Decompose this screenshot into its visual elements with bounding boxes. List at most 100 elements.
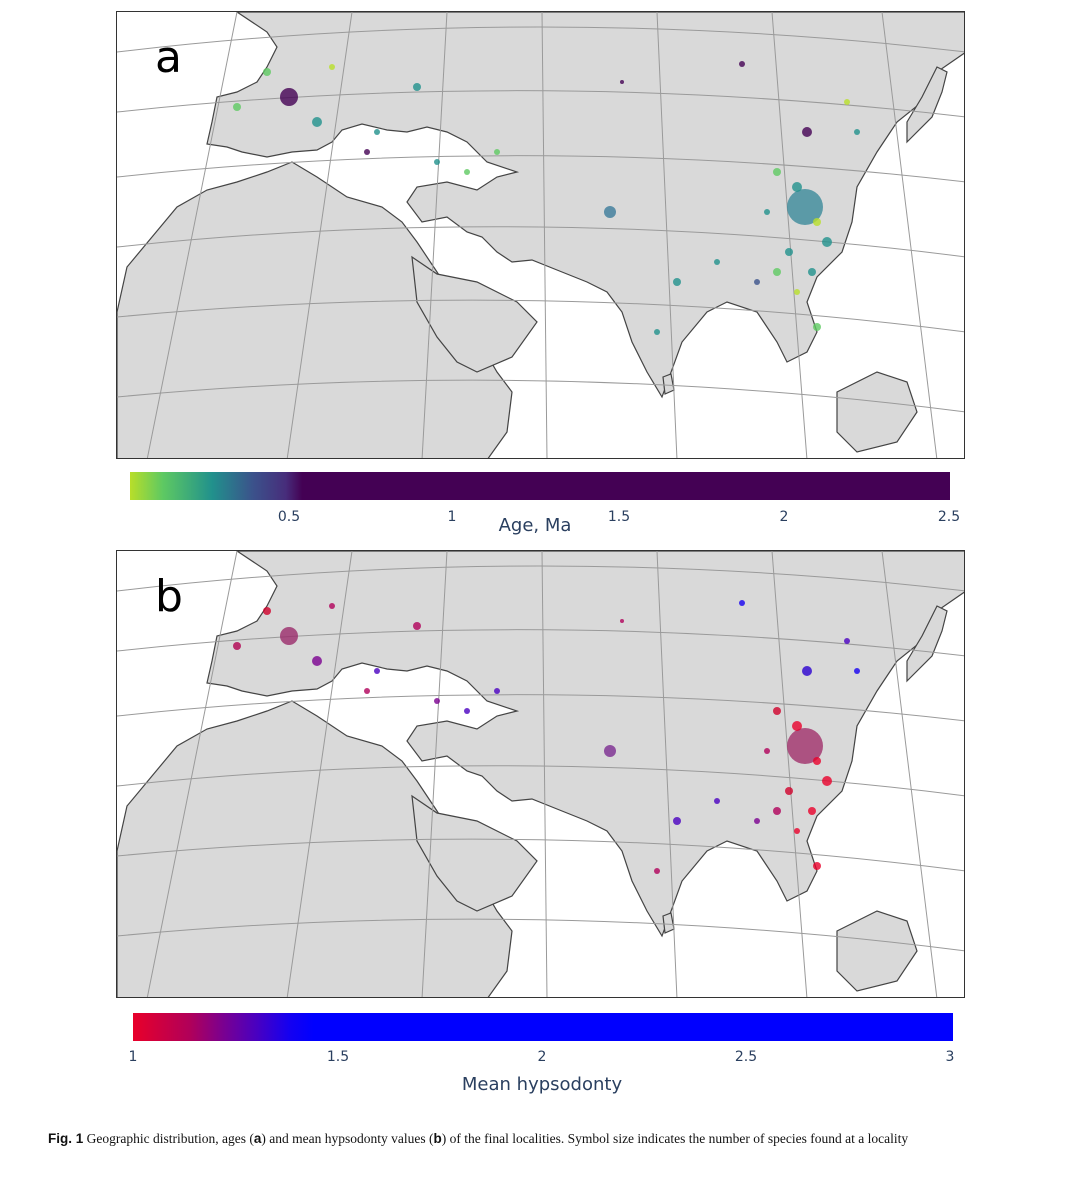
colorbar-tick: 1.5	[607, 509, 631, 525]
locality-marker	[822, 776, 832, 786]
locality-marker	[464, 169, 470, 175]
locality-marker	[764, 209, 770, 215]
locality-marker	[494, 688, 500, 694]
graticule-line	[541, 551, 548, 997]
locality-marker	[802, 127, 812, 137]
locality-marker	[263, 68, 271, 76]
locality-marker	[434, 159, 440, 165]
landmass	[206, 12, 964, 399]
locality-marker	[739, 600, 745, 606]
locality-marker	[792, 721, 802, 731]
landmass	[836, 371, 918, 453]
locality-marker	[854, 129, 860, 135]
locality-marker	[233, 103, 241, 111]
locality-marker	[312, 117, 322, 127]
locality-marker	[434, 698, 440, 704]
graticule-line	[117, 90, 964, 118]
locality-marker	[785, 248, 793, 256]
locality-marker	[604, 745, 616, 757]
locality-marker	[773, 168, 781, 176]
graticule-line	[656, 551, 678, 997]
landmass	[411, 255, 538, 373]
landmass	[206, 551, 964, 938]
landmass	[662, 373, 675, 395]
locality-marker	[280, 627, 298, 645]
graticule-line	[117, 918, 964, 952]
locality-marker	[714, 259, 720, 265]
locality-marker	[620, 619, 624, 623]
landmass	[662, 912, 675, 934]
graticule-line	[286, 551, 353, 997]
caption-label: Fig. 1	[48, 1131, 84, 1146]
panel-letter: a	[155, 32, 182, 83]
map-panel-b: b	[116, 550, 965, 998]
locality-marker	[802, 666, 812, 676]
locality-marker	[822, 237, 832, 247]
panel-letter: b	[155, 571, 183, 622]
graticule-line	[771, 12, 808, 458]
locality-marker	[654, 329, 660, 335]
land-layer	[117, 12, 964, 458]
caption-bold-b: b	[433, 1131, 442, 1146]
map-a-svg	[117, 12, 964, 458]
locality-marker	[754, 818, 760, 824]
colorbar-tick: 2	[537, 1049, 547, 1065]
graticule-line	[117, 299, 964, 333]
graticule-line	[117, 226, 964, 258]
colorbar-tick: 1	[447, 509, 457, 525]
locality-marker	[620, 80, 624, 84]
graticule-line	[881, 12, 938, 458]
locality-marker	[787, 189, 823, 225]
locality-marker	[364, 688, 370, 694]
locality-marker	[364, 149, 370, 155]
locality-marker	[329, 64, 335, 70]
locality-marker	[813, 862, 821, 870]
colorbar-title: Age, Ma	[498, 515, 572, 536]
locality-marker	[794, 289, 800, 295]
locality-marker	[844, 638, 850, 644]
locality-marker	[773, 268, 781, 276]
caption-text: ) and mean hypsodonty values (	[261, 1131, 434, 1146]
graticule-line	[881, 551, 938, 997]
locality-marker	[413, 622, 421, 630]
locality-marker	[312, 656, 322, 666]
graticule-line	[286, 12, 353, 458]
locality-marker	[739, 61, 745, 67]
locality-marker	[280, 88, 298, 106]
locality-marker	[813, 757, 821, 765]
colorbar-title: Mean hypsodonty	[461, 1074, 623, 1095]
locality-marker	[673, 278, 681, 286]
land-layer	[117, 551, 964, 997]
locality-marker	[808, 807, 816, 815]
locality-marker	[263, 607, 271, 615]
graticule-line	[117, 26, 964, 53]
colorbar-tick: 3	[945, 1049, 955, 1065]
graticule	[117, 12, 964, 458]
locality-marker	[785, 787, 793, 795]
landmass	[906, 66, 948, 144]
locality-marker	[673, 817, 681, 825]
locality-marker	[654, 868, 660, 874]
locality-marker	[813, 323, 821, 331]
locality-marker	[754, 279, 760, 285]
colorbar-age	[130, 472, 950, 500]
locality-marker	[233, 642, 241, 650]
locality-marker	[844, 99, 850, 105]
locality-marker	[329, 603, 335, 609]
locality-marker	[854, 668, 860, 674]
caption-text: Geographic distribution, ages (	[83, 1131, 254, 1146]
locality-points	[233, 61, 860, 335]
landmass	[906, 605, 948, 683]
map-panel-a: a	[116, 11, 965, 459]
colorbar-tick: 2.5	[937, 509, 961, 525]
locality-marker	[773, 707, 781, 715]
graticule-line	[117, 765, 964, 797]
graticule-line	[117, 838, 964, 872]
colorbar-tick: 2.5	[734, 1049, 758, 1065]
locality-marker	[813, 218, 821, 226]
landmass	[411, 794, 538, 912]
figure-caption: Fig. 1 Geographic distribution, ages (a)…	[48, 1130, 1038, 1147]
landmass	[836, 910, 918, 992]
locality-marker	[794, 828, 800, 834]
locality-marker	[714, 798, 720, 804]
